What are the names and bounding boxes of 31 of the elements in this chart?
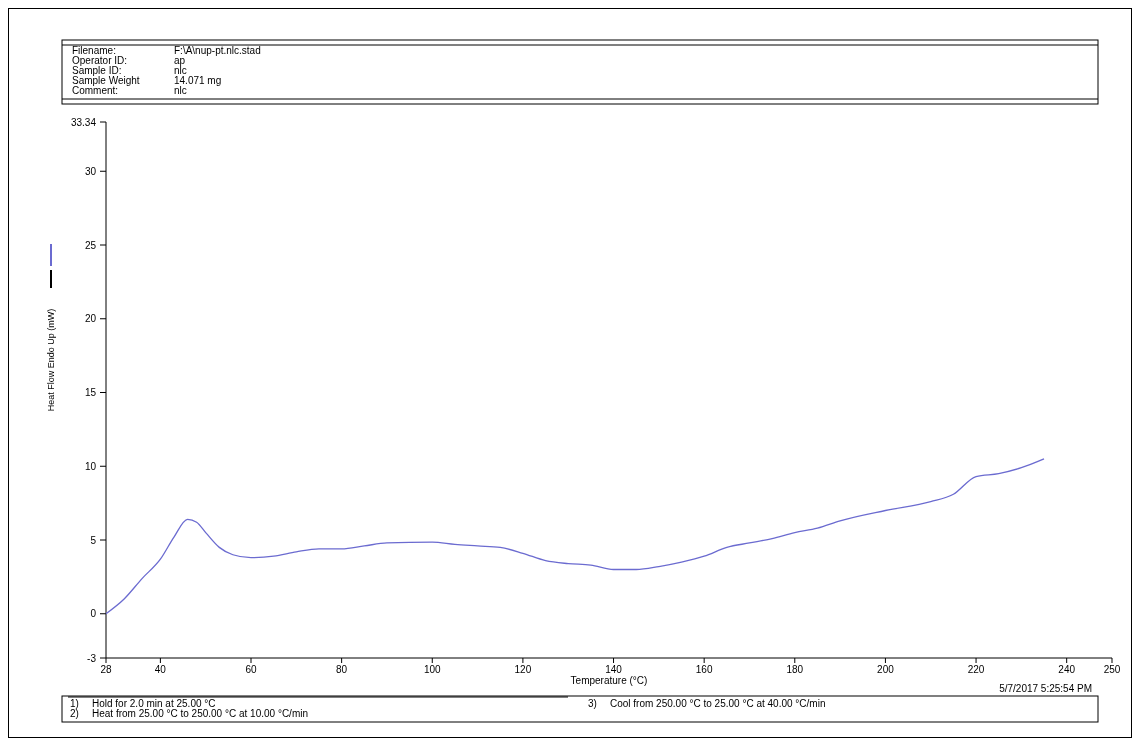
x-tick-label: 250 (1103, 664, 1121, 675)
x-tick-label: 120 (514, 664, 532, 675)
x-tick-label: 60 (245, 664, 258, 675)
text: 5/7/2017 5:25:54 PM (999, 683, 1092, 694)
x-tick-label: 80 (336, 664, 348, 675)
y-tick-label: 15 (84, 387, 97, 399)
x-tick-label: 40 (154, 664, 167, 675)
x-axis-title: Temperature (°C) (570, 675, 648, 686)
x-tick-label: 200 (877, 664, 895, 675)
text: 1) Hold for 2.0 min at 25.00 °C (70, 698, 216, 709)
y-axis-title: Heat Flow Endo Up (mW) (46, 308, 56, 412)
text: 3) Cool from 250.00 °C to 25.00 °C at 40.00 °C/min (588, 698, 826, 709)
y-tick-label: 33.34 (70, 116, 97, 128)
y-tick-label: 25 (84, 239, 97, 251)
y-tick-label: 30 (84, 165, 97, 177)
x-tick-label: 180 (786, 664, 804, 675)
x-tick-label: 100 (423, 664, 442, 675)
text: Filename: F:\A\nup-pt.nlc.stad (72, 45, 261, 56)
y-tick-label: 10 (84, 460, 97, 472)
x-tick-label: 160 (695, 664, 713, 675)
y-tick-label: -3 (87, 652, 97, 664)
text: Comment: nlc (72, 85, 187, 96)
y-tick-label: 5 (90, 534, 97, 546)
text: Operator ID: ap (72, 55, 186, 66)
line-series (105, 458, 1045, 615)
x-tick-label: 28 (100, 664, 112, 675)
x-tick-label: 240 (1058, 664, 1076, 675)
y-tick-label: 0 (90, 608, 97, 620)
x-tick-label: 220 (967, 664, 985, 675)
x-tick-label: 140 (605, 664, 623, 675)
y-tick-label: 20 (84, 313, 97, 325)
